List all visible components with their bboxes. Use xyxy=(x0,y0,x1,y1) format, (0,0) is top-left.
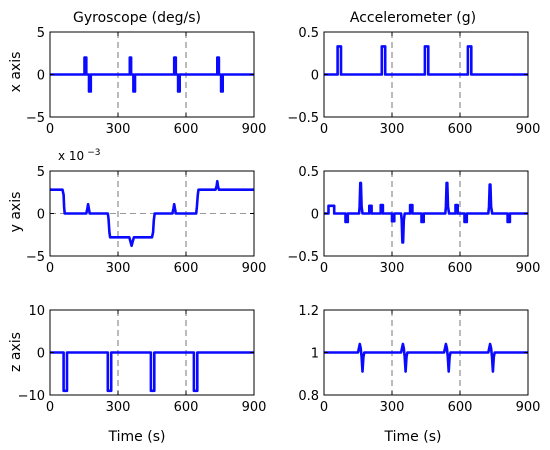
y-tick-label: −5 xyxy=(26,111,45,126)
x-tick-label: 300 xyxy=(106,122,131,137)
z-axis-row-label: z axis xyxy=(8,332,24,372)
exponent-power: −3 xyxy=(87,148,100,158)
x-tick-label: 0 xyxy=(320,400,328,415)
exponent-base: x 10 xyxy=(58,149,84,163)
signal-line-0 xyxy=(324,342,528,373)
x-tick-label: 300 xyxy=(380,122,405,137)
y-tick-label: 0 xyxy=(37,347,45,362)
signal-line-0 xyxy=(50,351,254,393)
signal-line-0 xyxy=(324,181,528,244)
y-tick-label: 1.2 xyxy=(298,304,319,319)
x-tick-label: 900 xyxy=(516,261,541,276)
accelerometer-title: Accelerometer (g) xyxy=(350,10,476,26)
y-tick-label: −5 xyxy=(26,250,45,265)
x-tick-label: 0 xyxy=(46,261,54,276)
y-tick-label: 0 xyxy=(311,208,319,223)
x-tick-label: 600 xyxy=(448,400,473,415)
x-tick-label: 0 xyxy=(320,122,328,137)
x-tick-label: 600 xyxy=(174,261,199,276)
x-tick-label: 600 xyxy=(174,122,199,137)
y-tick-label: −0.5 xyxy=(287,111,319,126)
x-tick-label: 900 xyxy=(242,122,267,137)
x-tick-label: 900 xyxy=(242,261,267,276)
y-tick-label: 0 xyxy=(37,208,45,223)
y-tick-label: 5 xyxy=(37,165,45,180)
y-tick-label: −0.5 xyxy=(287,250,319,265)
x-tick-label: 0 xyxy=(46,400,54,415)
y-axis-row-label: y axis xyxy=(8,192,24,233)
x-tick-label: 300 xyxy=(380,400,405,415)
y-tick-label: 5 xyxy=(37,26,45,41)
gyroscope-title: Gyroscope (deg/s) xyxy=(73,10,201,26)
exponent-label: x 10 −3 xyxy=(58,148,100,163)
x-axis-row-label: x axis xyxy=(8,52,24,93)
x-tick-label: 900 xyxy=(242,400,267,415)
signal-line-0 xyxy=(324,45,528,76)
y-tick-label: −10 xyxy=(18,389,45,404)
y-tick-label: 0.5 xyxy=(298,165,319,180)
x-tick-label: 0 xyxy=(46,122,54,137)
time-label-left: Time (s) xyxy=(108,429,166,445)
x-tick-label: 300 xyxy=(106,400,131,415)
signal-line-0 xyxy=(50,56,254,93)
panel-5: 0 300 600 900 1.2 1 0.8 xyxy=(298,304,540,415)
y-tick-label: 0.5 xyxy=(298,26,319,41)
x-tick-label: 900 xyxy=(516,400,541,415)
x-tick-label: 600 xyxy=(448,122,473,137)
signal-line-0 xyxy=(50,179,254,248)
x-tick-label: 900 xyxy=(516,122,541,137)
y-tick-label: 10 xyxy=(28,304,45,319)
y-tick-label: 1 xyxy=(311,347,319,362)
x-tick-label: 300 xyxy=(106,261,131,276)
x-tick-label: 0 xyxy=(320,261,328,276)
x-tick-label: 600 xyxy=(448,261,473,276)
y-tick-label: 0 xyxy=(37,69,45,84)
time-label-right: Time (s) xyxy=(384,429,442,445)
x-tick-label: 300 xyxy=(380,261,405,276)
x-tick-label: 600 xyxy=(174,400,199,415)
y-tick-label: 0.8 xyxy=(298,389,319,404)
y-tick-label: 0 xyxy=(311,69,319,84)
